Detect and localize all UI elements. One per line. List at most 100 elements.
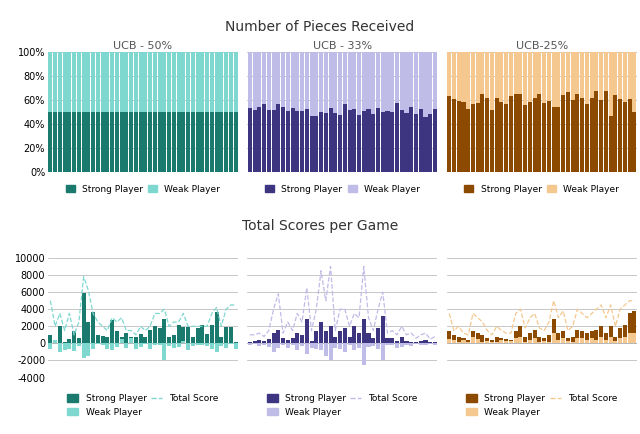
Total Score: [156, 311, 163, 316]
Bar: [561, 331, 565, 343]
Bar: [281, 52, 285, 107]
Total Score: [204, 324, 211, 329]
Bar: [196, 112, 200, 172]
Bar: [67, 339, 72, 343]
Bar: [542, 341, 546, 343]
Bar: [561, 95, 565, 172]
Bar: [409, 343, 413, 346]
Total Score: [569, 324, 577, 329]
Bar: [509, 340, 513, 343]
Bar: [499, 102, 504, 172]
Total Score: [559, 308, 567, 313]
Bar: [100, 335, 104, 343]
Bar: [367, 343, 371, 347]
Bar: [106, 52, 109, 112]
Bar: [267, 339, 271, 343]
Total Score: [56, 311, 64, 316]
Bar: [210, 326, 214, 343]
Bar: [53, 52, 57, 112]
Total Score: [607, 302, 614, 308]
Bar: [599, 52, 604, 100]
Bar: [343, 104, 347, 172]
Bar: [580, 98, 584, 172]
Legend: Strong Player, Weak Player: Strong Player, Weak Player: [265, 184, 420, 194]
Total Score: [232, 302, 239, 308]
Bar: [485, 98, 489, 172]
Bar: [305, 319, 309, 343]
Bar: [67, 52, 72, 112]
Bar: [461, 102, 465, 172]
Bar: [53, 112, 57, 172]
Bar: [214, 312, 219, 343]
Bar: [163, 52, 166, 112]
Bar: [352, 343, 356, 350]
Bar: [310, 116, 314, 172]
Bar: [143, 336, 147, 343]
Total Score: [412, 335, 420, 341]
Bar: [395, 52, 399, 103]
Total Score: [298, 319, 306, 325]
Bar: [400, 52, 404, 109]
Total Score: [279, 331, 287, 336]
Bar: [286, 111, 290, 172]
Total Score: [450, 328, 458, 333]
Total Score: [583, 315, 591, 320]
Bar: [328, 108, 333, 172]
Total Score: [479, 319, 486, 325]
Bar: [538, 342, 541, 343]
Bar: [139, 52, 143, 112]
Bar: [457, 342, 461, 343]
Total Score: [431, 334, 439, 339]
Total Score: [426, 336, 434, 342]
Bar: [276, 52, 280, 104]
Bar: [72, 331, 76, 343]
Bar: [390, 52, 394, 112]
Total Score: [360, 264, 367, 269]
Bar: [528, 340, 532, 343]
Bar: [262, 104, 266, 172]
Bar: [276, 104, 280, 172]
Bar: [129, 336, 133, 343]
Bar: [124, 52, 129, 112]
Bar: [72, 52, 76, 112]
Bar: [338, 343, 342, 349]
Bar: [452, 340, 456, 343]
Text: Number of Pieces Received: Number of Pieces Received: [225, 20, 415, 33]
Bar: [271, 343, 276, 352]
Bar: [291, 52, 294, 108]
Bar: [319, 322, 323, 343]
Bar: [77, 112, 81, 172]
Bar: [96, 112, 100, 172]
Bar: [343, 52, 347, 104]
Bar: [191, 112, 195, 172]
Bar: [481, 52, 484, 94]
Bar: [248, 108, 252, 172]
Bar: [385, 343, 390, 345]
Bar: [328, 326, 333, 343]
Bar: [357, 115, 361, 172]
Bar: [291, 108, 294, 172]
Bar: [613, 336, 618, 343]
Bar: [561, 52, 565, 95]
Bar: [291, 343, 294, 345]
Bar: [523, 342, 527, 343]
Bar: [599, 100, 604, 172]
Total Score: [122, 328, 130, 333]
Bar: [428, 52, 432, 114]
Total Score: [61, 328, 68, 333]
Bar: [224, 343, 228, 348]
Legend: Strong Player, Weak Player, Total Score: Strong Player, Weak Player, Total Score: [267, 394, 418, 417]
Bar: [115, 112, 119, 172]
Bar: [148, 52, 152, 112]
Bar: [495, 342, 499, 343]
Bar: [220, 52, 223, 112]
Bar: [414, 343, 418, 344]
Bar: [186, 52, 190, 112]
Bar: [63, 52, 67, 112]
Bar: [72, 112, 76, 172]
Bar: [352, 109, 356, 172]
Total Score: [179, 311, 187, 316]
Bar: [333, 343, 337, 348]
Total Score: [251, 332, 259, 338]
Bar: [163, 319, 166, 343]
